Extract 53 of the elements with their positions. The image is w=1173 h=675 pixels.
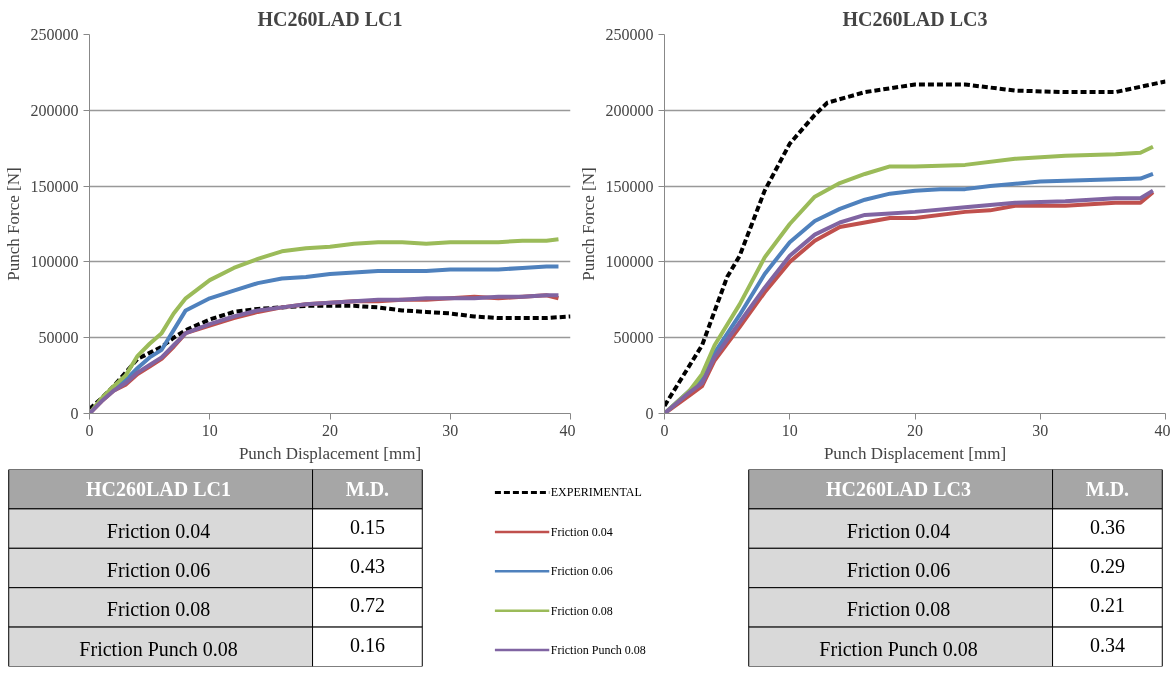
legend-label: EXPERIMENTAL [550,485,642,500]
chart-title: HC260LAD LC3 [842,7,988,30]
text: M.D. [1085,478,1130,501]
x-axis-title: Punch Displacement [mm] [238,443,422,463]
x-tick-label: 30 [442,421,459,439]
x-tick-label: 40 [559,421,576,439]
category-label: Friction Punch 0.08 [819,637,978,660]
legend-label: Friction 0.08 [550,603,613,618]
x-tick-label: 40 [1154,421,1171,439]
data-label: 0.36 [1089,515,1125,538]
y-tick-label: 100000 [30,253,79,271]
y-tick-label: 0 [70,405,79,422]
data-label: 0.43 [349,555,385,578]
category-label: Friction 0.06 [106,558,211,581]
y-axis-title: Punch Force [N] [3,167,23,281]
category-label: Friction 0.08 [846,598,951,621]
text: M.D. [345,478,390,501]
y-tick-label: 200000 [30,101,79,119]
x-tick-label: 0 [85,421,94,439]
data-label: 0.34 [1089,633,1125,656]
y-axis-title: Punch Force [N] [578,167,598,281]
x-axis-title: Punch Displacement [mm] [823,443,1007,463]
y-tick-label: 250000 [605,26,654,43]
y-tick-label: 250000 [30,26,79,43]
legend-label: Friction Punch 0.08 [550,643,646,658]
category-label: Friction 0.06 [846,558,951,581]
category-label: Friction 0.04 [846,519,951,542]
x-tick-label: 10 [201,421,218,439]
y-tick-label: 0 [645,405,654,422]
x-tick-label: 20 [907,421,923,439]
data-label: 0.15 [349,515,385,538]
y-tick-label: 50000 [38,329,79,347]
y-tick-label: 100000 [605,253,654,271]
x-tick-label: 10 [781,421,798,439]
text: HC260LAD LC1 [86,478,232,501]
chart-title: HC260LAD LC1 [257,7,403,30]
category-label: Friction 0.04 [106,519,211,542]
y-tick-label: 50000 [613,329,654,347]
y-tick-label: 150000 [30,177,79,195]
data-label: 0.72 [349,594,385,617]
category-label: Friction 0.08 [106,598,211,621]
x-tick-label: 0 [660,421,669,439]
legend-label: Friction 0.06 [550,564,613,579]
x-tick-label: 30 [1032,421,1049,439]
data-label: 0.16 [349,633,385,656]
category-label: Friction Punch 0.08 [79,637,238,660]
legend-label: Friction 0.04 [550,524,613,539]
text: HC260LAD LC3 [826,478,972,501]
y-tick-label: 200000 [605,101,654,119]
x-tick-label: 20 [322,421,338,439]
data-label: 0.29 [1089,555,1125,578]
y-tick-label: 150000 [605,177,654,195]
data-label: 0.21 [1089,594,1125,617]
